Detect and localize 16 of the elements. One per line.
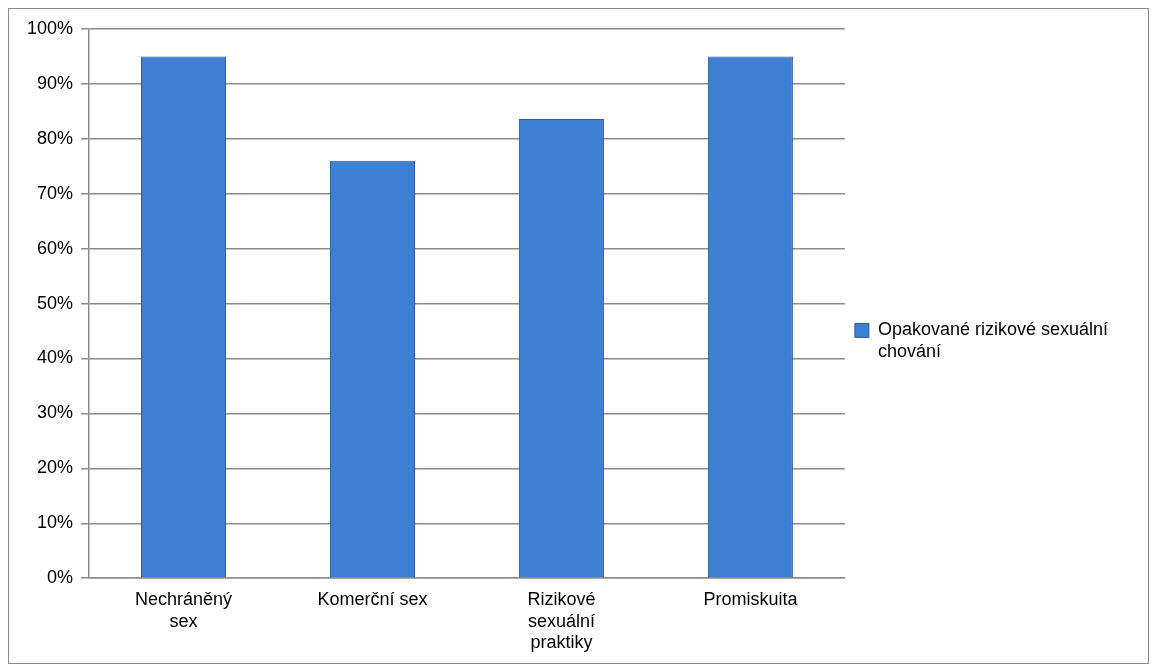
y-tick-label: 20% xyxy=(37,457,74,478)
y-tick-label: 70% xyxy=(37,182,74,203)
y-tick-label: 0% xyxy=(47,567,74,588)
x-tick-label: Rizikové sexuální praktiky xyxy=(527,588,596,653)
y-tick-label: 10% xyxy=(37,512,74,533)
y-tick-label: 100% xyxy=(26,17,74,38)
y-tick-label: 50% xyxy=(37,292,74,313)
x-tick-label: Promiskuita xyxy=(703,588,799,609)
y-tick-label: 90% xyxy=(37,72,74,93)
y-tick-label: 80% xyxy=(37,127,74,148)
y-tick-label: 40% xyxy=(37,347,74,368)
x-tick-label: Komerční sex xyxy=(317,588,428,609)
legend-label: Opakované rizikové sexuální chování xyxy=(877,319,1108,361)
x-tick-label: Nechráněný sex xyxy=(134,588,233,631)
y-tick-label: 30% xyxy=(37,402,74,423)
y-tick-label: 60% xyxy=(37,237,74,258)
